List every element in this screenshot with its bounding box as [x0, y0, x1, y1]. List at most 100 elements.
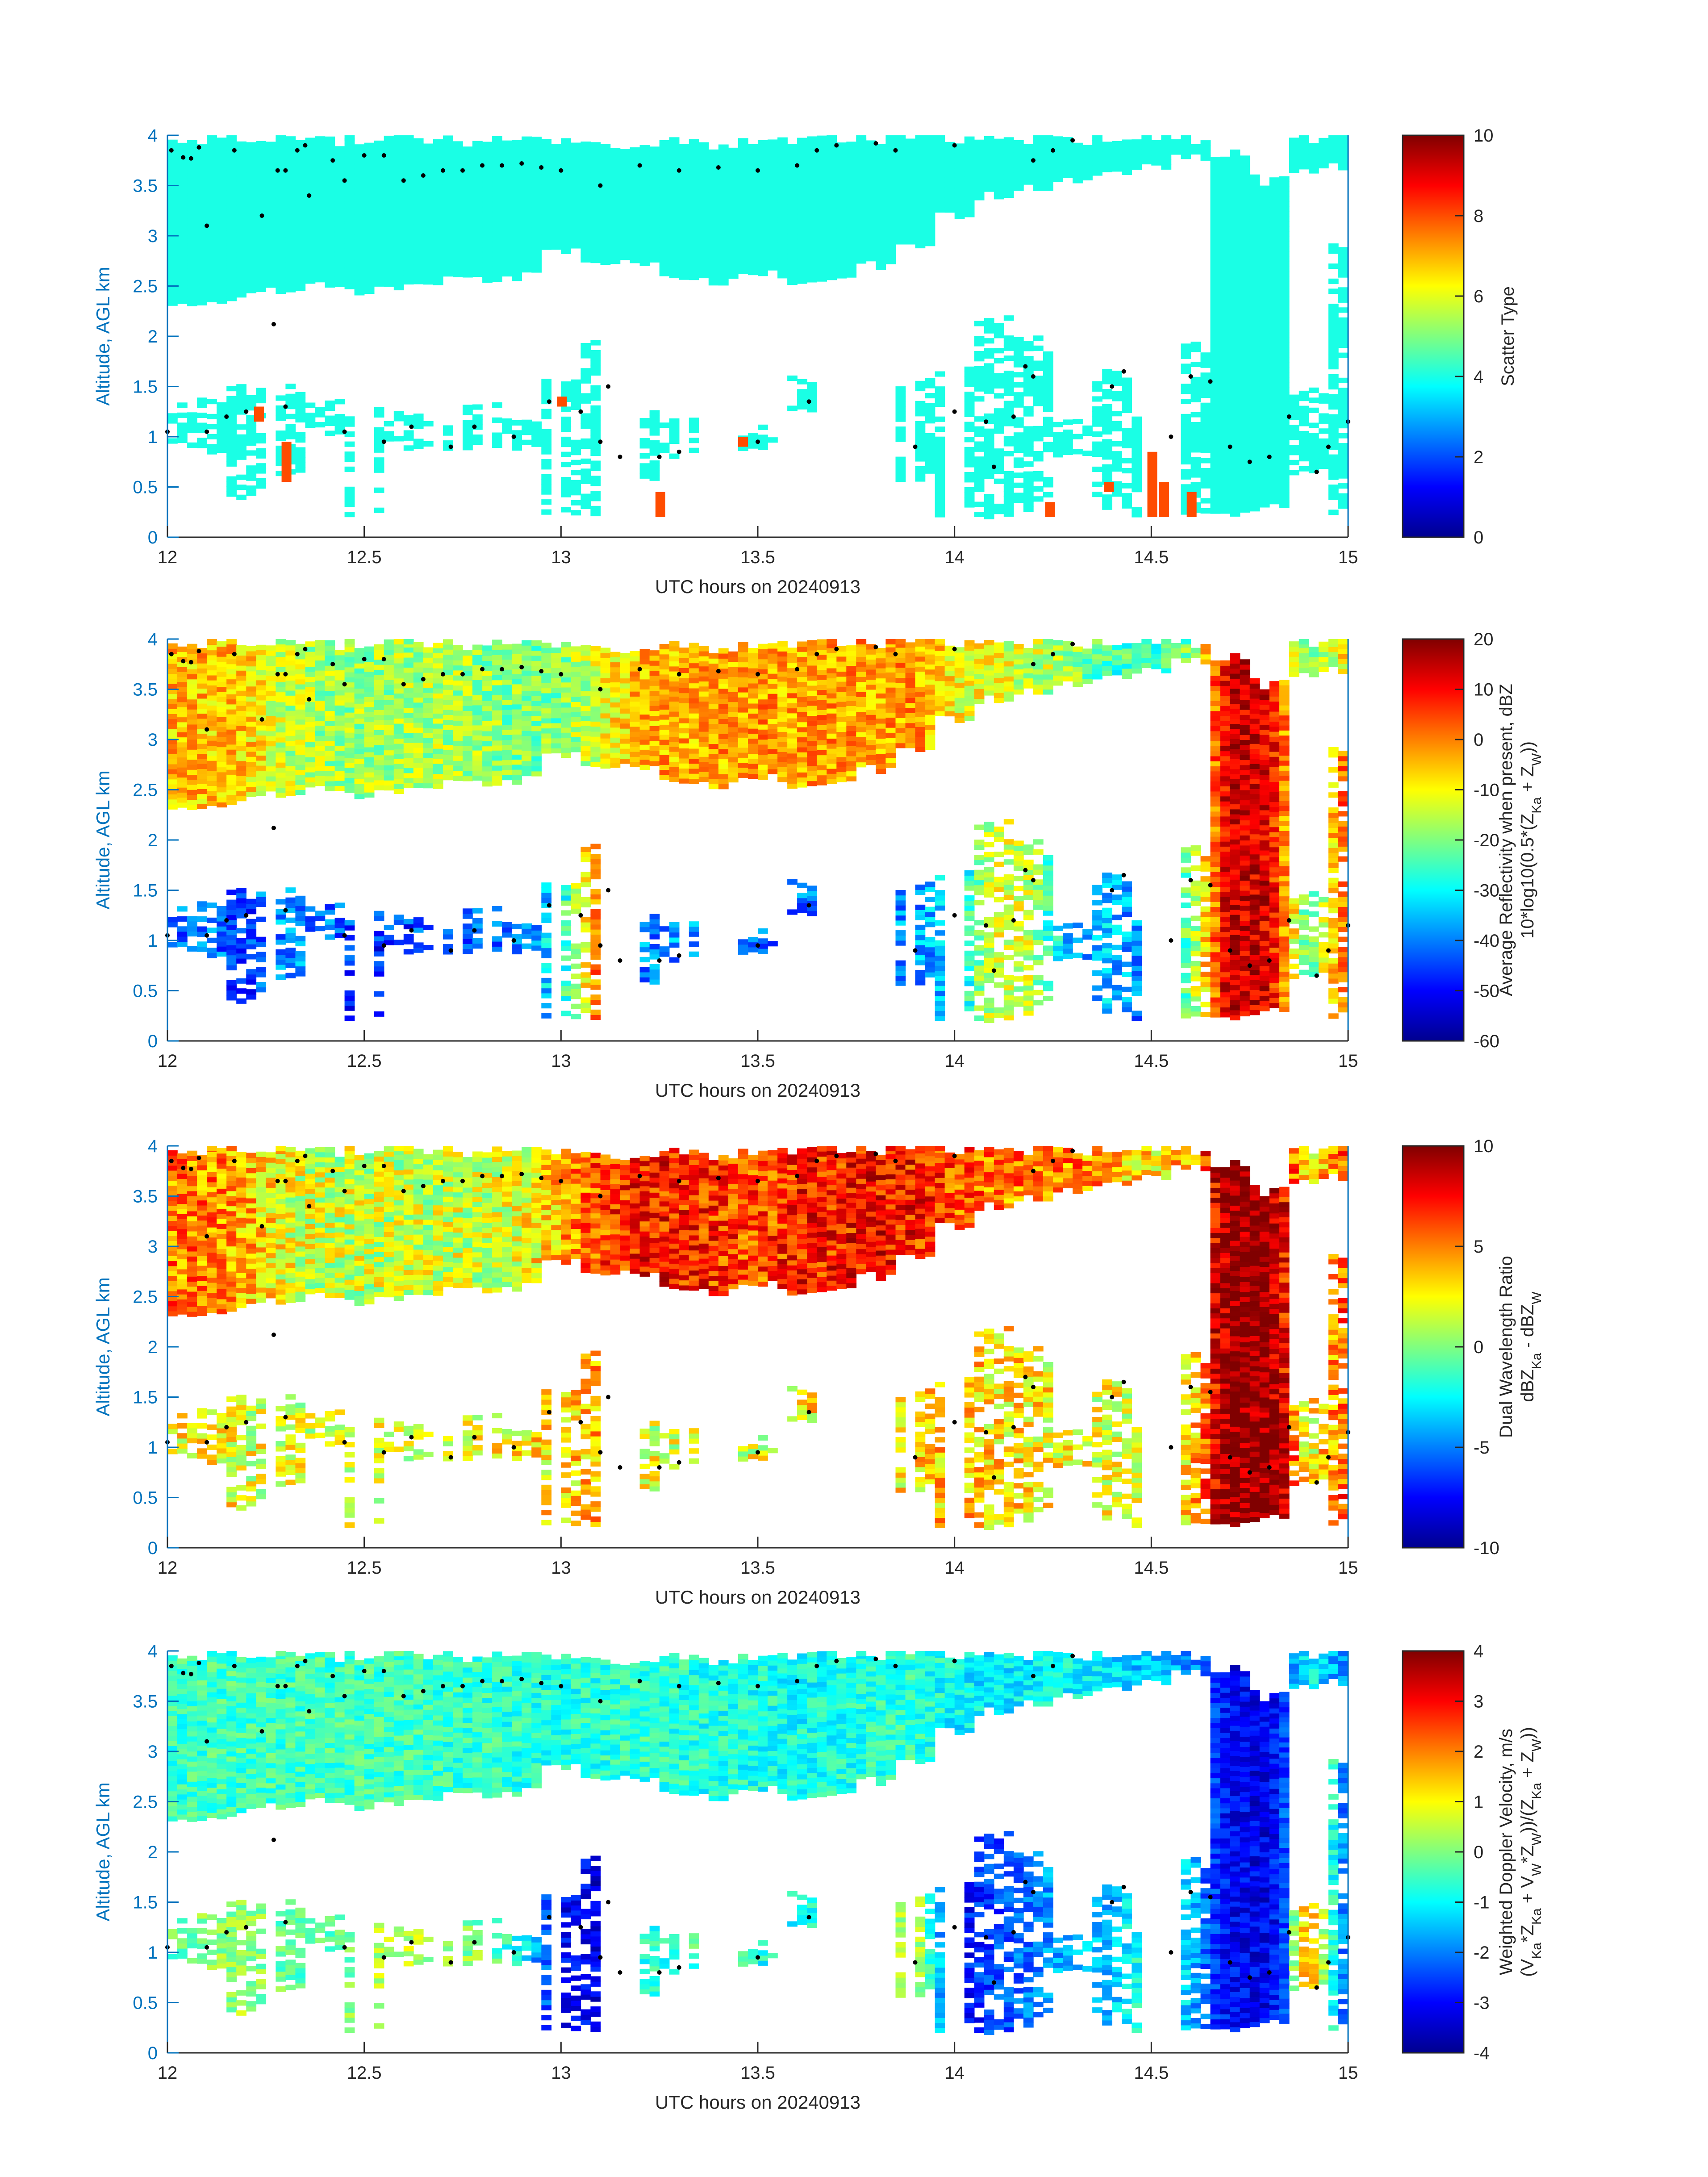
heatmap-cell	[915, 172, 926, 178]
heatmap-cell	[1240, 281, 1250, 287]
heatmap-cell	[364, 183, 375, 188]
heatmap-cell	[777, 238, 788, 243]
heatmap-cell	[974, 486, 985, 492]
heatmap-cell	[187, 744, 197, 750]
heatmap-cell	[915, 213, 926, 218]
heatmap-cell	[610, 254, 621, 259]
heatmap-cell	[315, 196, 326, 202]
heatmap-cell	[1200, 362, 1211, 368]
heatmap-cell	[1220, 433, 1231, 439]
heatmap-cell	[718, 255, 729, 261]
heatmap-cell	[1338, 317, 1349, 323]
heatmap-cell	[374, 1011, 384, 1017]
heatmap-cell	[266, 171, 276, 177]
heatmap-cell	[295, 643, 306, 649]
heatmap-cell	[1328, 494, 1339, 500]
heatmap-cell	[708, 265, 719, 271]
heatmap-cell	[1023, 144, 1034, 150]
heatmap-cell	[1122, 428, 1132, 434]
heatmap-cell	[207, 221, 217, 227]
heatmap-cell	[1013, 493, 1024, 498]
heatmap-cell	[1003, 416, 1014, 422]
heatmap-cell	[639, 246, 650, 251]
heatmap-cell	[866, 230, 877, 236]
heatmap-cell	[1269, 222, 1280, 228]
heatmap-cell	[413, 269, 424, 275]
heatmap-cell	[246, 162, 257, 168]
heatmap-cell	[649, 171, 660, 177]
heatmap-cell	[1210, 383, 1221, 389]
heatmap-cell	[974, 155, 985, 160]
heatmap-cell	[325, 765, 335, 771]
heatmap-cell	[1181, 474, 1191, 480]
heatmap-cell	[276, 712, 286, 718]
heatmap-cell	[217, 243, 227, 249]
heatmap-cell	[885, 178, 896, 184]
heatmap-cell	[256, 967, 267, 973]
heatmap-cell	[1308, 387, 1319, 393]
heatmap-cell	[384, 715, 394, 720]
heatmap-cell	[266, 756, 276, 761]
heatmap-cell	[1210, 302, 1221, 308]
heatmap-cell	[1063, 439, 1073, 445]
heatmap-cell	[256, 393, 267, 398]
heatmap-cell	[305, 203, 316, 209]
heatmap-cell	[895, 396, 906, 402]
heatmap-cell	[1269, 398, 1280, 404]
heatmap-cell	[315, 730, 326, 736]
heatmap-cell	[393, 245, 404, 251]
heatmap-cell	[305, 762, 316, 768]
heatmap-cell	[423, 269, 434, 275]
heatmap-cell	[984, 459, 994, 464]
heatmap-cell	[167, 260, 178, 266]
heatmap-cell	[571, 460, 581, 465]
heatmap-cell	[551, 189, 562, 195]
heatmap-cell	[305, 402, 316, 408]
heatmap-cell	[472, 251, 483, 257]
heatmap-cell	[1063, 152, 1073, 158]
heatmap-cell	[708, 180, 719, 185]
heatmap-cell	[364, 656, 375, 662]
heatmap-cell	[1073, 142, 1083, 148]
heatmap-cell	[315, 272, 326, 278]
heatmap-cell	[266, 227, 276, 233]
heatmap-cell	[1240, 412, 1250, 418]
heatmap-cell	[866, 155, 877, 161]
heatmap-cell	[679, 204, 689, 210]
heatmap-cell	[807, 171, 817, 177]
heatmap-cell	[217, 218, 227, 224]
heatmap-cell	[1073, 418, 1083, 424]
heatmap-cell	[217, 686, 227, 692]
heatmap-cell	[708, 270, 719, 276]
heatmap-cell	[177, 762, 188, 768]
heatmap-cell	[541, 174, 552, 180]
heatmap-cell	[167, 714, 178, 719]
heatmap-cell	[1210, 332, 1221, 338]
heatmap-cell	[1338, 307, 1349, 313]
heatmap-cell	[817, 246, 827, 252]
heatmap-cell	[374, 659, 384, 665]
heatmap-cell	[758, 205, 768, 211]
heatmap-cell	[984, 443, 994, 449]
heatmap-cell	[1112, 491, 1122, 497]
heatmap-cell	[1269, 318, 1280, 324]
heatmap-cell	[1220, 352, 1231, 358]
heatmap-cell	[512, 276, 522, 281]
y-tick-label: 1.5	[133, 377, 158, 397]
heatmap-cell	[354, 144, 365, 150]
heatmap-cell	[590, 227, 601, 233]
heatmap-cell	[364, 238, 375, 244]
heatmap-cell	[344, 662, 355, 668]
heatmap-cell	[738, 168, 748, 174]
heatmap-cell	[325, 904, 335, 910]
heatmap-cell	[679, 174, 689, 180]
heatmap-cell	[276, 964, 286, 970]
heatmap-cell	[718, 200, 729, 205]
heatmap-cell	[1279, 196, 1290, 202]
heatmap-cell	[1161, 159, 1172, 165]
heatmap-cell	[246, 192, 257, 198]
heatmap-cell	[1338, 135, 1349, 141]
heatmap-cell	[610, 163, 621, 169]
heatmap-cell	[374, 740, 384, 745]
colorbar-label-text: Scatter Type	[1498, 286, 1518, 386]
